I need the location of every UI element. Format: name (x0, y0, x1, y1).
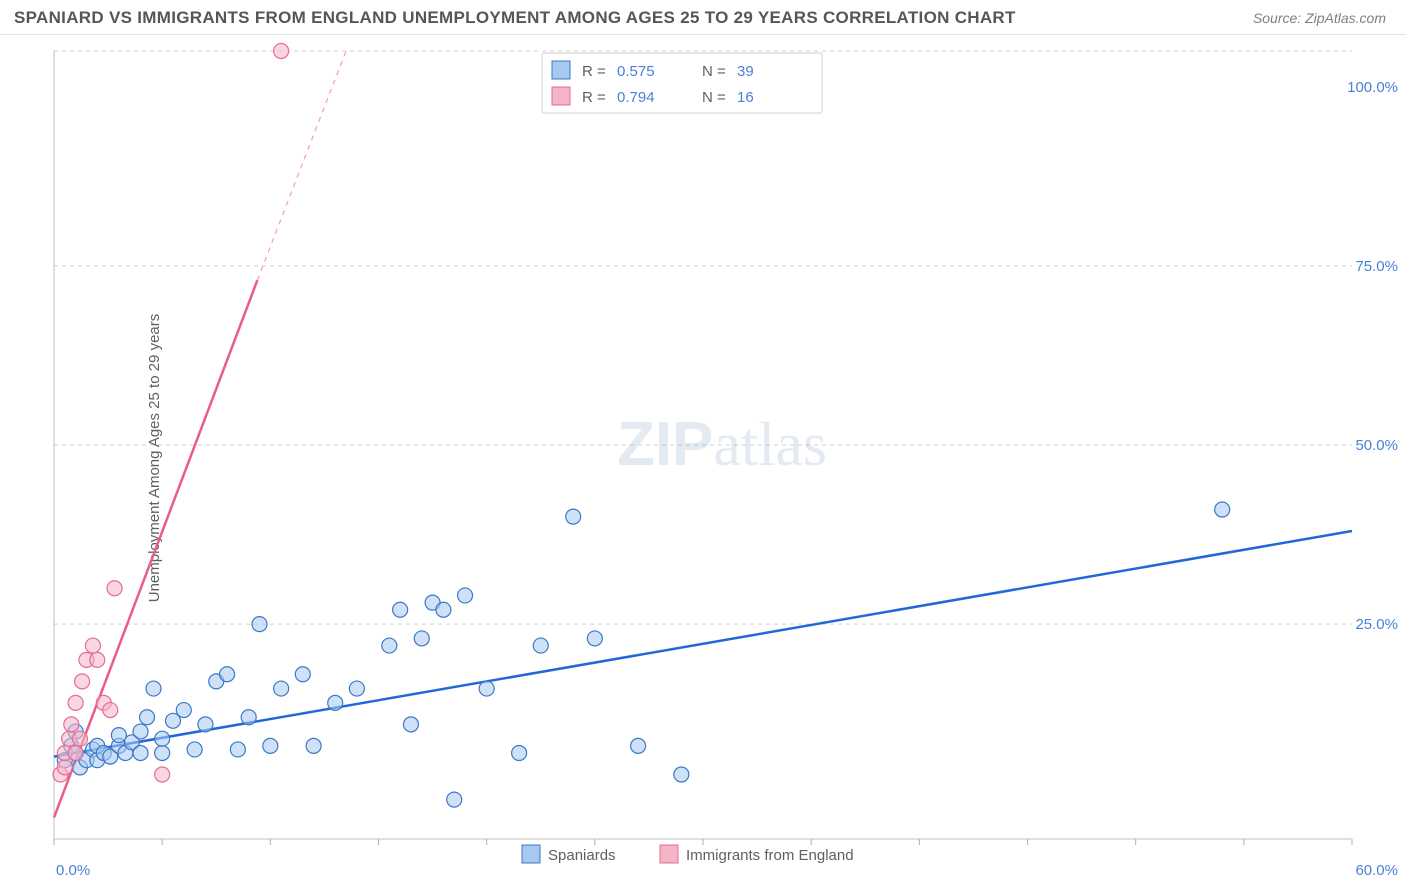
series-legend-label: Immigrants from England (686, 847, 854, 864)
legend-n-value: 39 (737, 63, 754, 80)
legend-r-label: R = (582, 63, 606, 80)
data-point (155, 746, 170, 761)
data-point (436, 602, 451, 617)
data-point (57, 760, 72, 775)
data-point (155, 731, 170, 746)
data-point (587, 631, 602, 646)
legend-n-value: 16 (737, 89, 754, 106)
data-point (103, 703, 118, 718)
data-point (479, 681, 494, 696)
data-point (133, 746, 148, 761)
data-point (68, 746, 83, 761)
data-point (140, 710, 155, 725)
y-tick-label: 100.0% (1347, 79, 1398, 96)
scatter-plot: ZIPatlas 25.0% 50.0% 75.0% 100.0% 0.0% 60.0%… (42, 35, 1406, 881)
data-point (68, 695, 83, 710)
legend-n-label: N = (702, 63, 726, 80)
data-point (107, 581, 122, 596)
data-point (403, 717, 418, 732)
x-tick-label: 0.0% (56, 862, 90, 879)
data-point (72, 731, 87, 746)
data-point (155, 767, 170, 782)
data-point (220, 667, 235, 682)
data-point (176, 703, 191, 718)
data-point (512, 746, 527, 761)
data-point (187, 742, 202, 757)
data-point (274, 44, 289, 59)
data-point (133, 724, 148, 739)
chart-title: SPANIARD VS IMMIGRANTS FROM ENGLAND UNEM… (14, 8, 1016, 28)
data-point (393, 602, 408, 617)
legend-r-value: 0.794 (617, 89, 655, 106)
data-point (146, 681, 161, 696)
series-legend-label: Spaniards (548, 847, 616, 864)
data-point (566, 509, 581, 524)
data-point (306, 738, 321, 753)
y-tick-label: 25.0% (1355, 616, 1398, 633)
data-point (263, 738, 278, 753)
legend-r-label: R = (582, 89, 606, 106)
y-tick-label: 50.0% (1355, 437, 1398, 454)
data-point (252, 617, 267, 632)
data-point (414, 631, 429, 646)
x-tick-label: 60.0% (1355, 862, 1398, 879)
data-point (458, 588, 473, 603)
data-point (198, 717, 213, 732)
data-point (295, 667, 310, 682)
legend-n-label: N = (702, 89, 726, 106)
legend-r-value: 0.575 (617, 63, 655, 80)
y-tick-label: 75.0% (1355, 258, 1398, 275)
data-point (1215, 502, 1230, 517)
chart-area: Unemployment Among Ages 25 to 29 years Z… (0, 35, 1406, 881)
data-point (328, 695, 343, 710)
data-point (64, 717, 79, 732)
chart-header: SPANIARD VS IMMIGRANTS FROM ENGLAND UNEM… (0, 0, 1406, 35)
data-point (274, 681, 289, 696)
data-point (382, 638, 397, 653)
data-point (533, 638, 548, 653)
data-point (349, 681, 364, 696)
source-attribution: Source: ZipAtlas.com (1253, 10, 1386, 26)
data-point (241, 710, 256, 725)
data-point (674, 767, 689, 782)
data-point (631, 738, 646, 753)
data-point (85, 638, 100, 653)
data-point (447, 792, 462, 807)
data-point (230, 742, 245, 757)
data-point (90, 652, 105, 667)
watermark-text: ZIPatlas (617, 410, 827, 479)
data-point (75, 674, 90, 689)
